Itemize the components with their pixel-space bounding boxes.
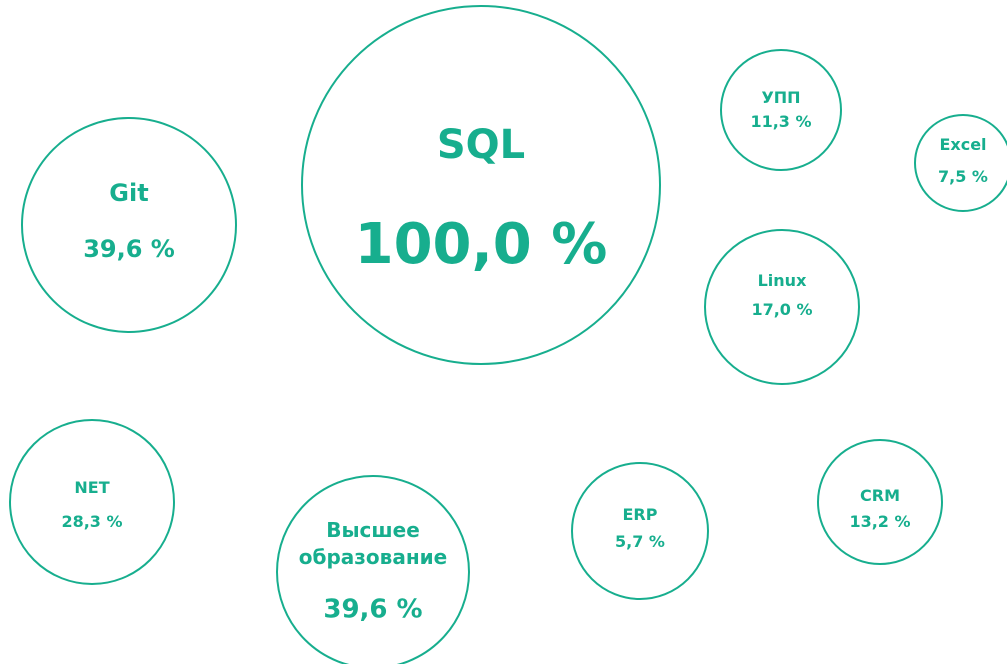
bubble-name: CRM <box>860 486 900 506</box>
bubble <box>276 475 470 664</box>
bubble-value: 11,3 % <box>750 112 812 132</box>
bubble <box>21 117 237 333</box>
bubble <box>571 462 709 600</box>
bubble-value: 17,0 % <box>751 300 813 320</box>
bubble-name: Linux <box>757 271 807 291</box>
bubble-name: Высшее образование <box>298 518 448 569</box>
bubble-name: NET <box>74 478 110 498</box>
bubble-name: SQL <box>436 122 526 168</box>
bubble <box>914 114 1007 212</box>
bubble-name: УПП <box>761 88 801 108</box>
bubble-value: 13,2 % <box>849 512 911 532</box>
bubble <box>720 49 842 171</box>
bubble-value: 5,7 % <box>615 532 665 552</box>
bubble-value: 100,0 % <box>354 212 608 278</box>
bubble <box>301 5 661 365</box>
bubble <box>704 229 860 385</box>
bubble-name: Git <box>109 178 149 207</box>
bubble <box>9 419 175 585</box>
bubble-value: 39,6 % <box>323 594 423 625</box>
bubble-name: Excel <box>939 135 987 155</box>
bubble-name: ERP <box>622 505 658 525</box>
bubble-value: 7,5 % <box>938 167 988 187</box>
bubble <box>817 439 943 565</box>
bubble-value: 39,6 % <box>83 234 175 263</box>
bubble-value: 28,3 % <box>61 512 123 532</box>
